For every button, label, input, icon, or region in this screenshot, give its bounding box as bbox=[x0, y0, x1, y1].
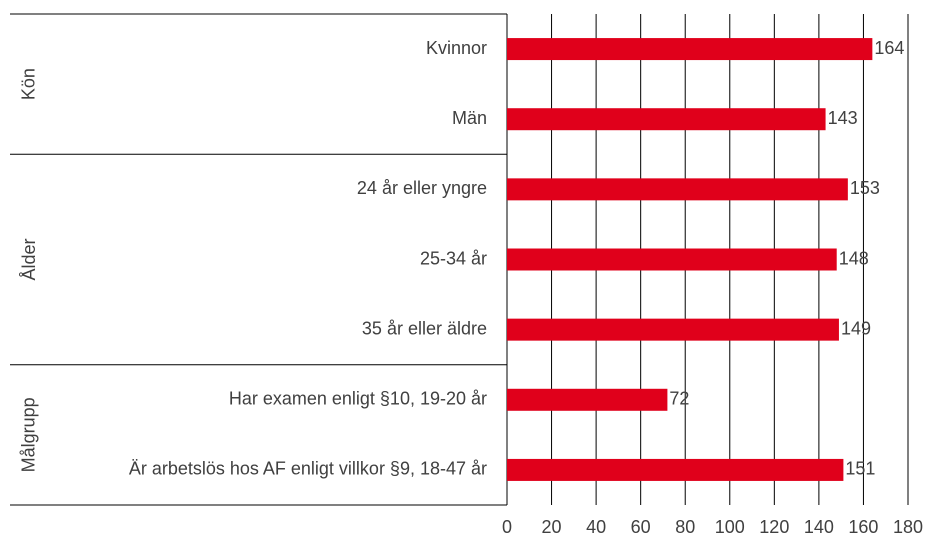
bar bbox=[507, 458, 844, 481]
category-label: Är arbetslös hos AF enligt villkor §9, 1… bbox=[129, 459, 487, 479]
bar bbox=[507, 178, 848, 201]
x-tick-label: 40 bbox=[586, 517, 606, 537]
bar bbox=[507, 108, 826, 131]
x-tick-label: 180 bbox=[893, 517, 923, 537]
group-label: Kön bbox=[19, 68, 39, 100]
value-label: 149 bbox=[841, 318, 871, 338]
value-label: 164 bbox=[874, 38, 904, 58]
x-tick-label: 140 bbox=[804, 517, 834, 537]
category-label: Män bbox=[452, 108, 487, 128]
bar bbox=[507, 388, 668, 411]
category-label: Har examen enligt §10, 19-20 år bbox=[229, 389, 487, 409]
value-label: 143 bbox=[828, 108, 858, 128]
value-label: 153 bbox=[850, 178, 880, 198]
value-label: 72 bbox=[669, 389, 689, 409]
group-label: Målgrupp bbox=[19, 397, 39, 472]
x-tick-label: 60 bbox=[631, 517, 651, 537]
bar bbox=[507, 248, 837, 271]
x-tick-label: 160 bbox=[848, 517, 878, 537]
value-label: 151 bbox=[845, 459, 875, 479]
category-label: 24 år eller yngre bbox=[357, 178, 487, 198]
group-label: Ålder bbox=[19, 238, 39, 280]
x-tick-label: 80 bbox=[675, 517, 695, 537]
bar bbox=[507, 38, 873, 61]
value-label: 148 bbox=[839, 248, 869, 268]
x-tick-label: 100 bbox=[715, 517, 745, 537]
category-label: 25-34 år bbox=[420, 248, 487, 268]
x-tick-label: 120 bbox=[759, 517, 789, 537]
x-tick-label: 0 bbox=[502, 517, 512, 537]
category-label: 35 år eller äldre bbox=[362, 318, 487, 338]
bar bbox=[507, 318, 839, 341]
category-label: Kvinnor bbox=[426, 38, 487, 58]
x-tick-label: 20 bbox=[542, 517, 562, 537]
